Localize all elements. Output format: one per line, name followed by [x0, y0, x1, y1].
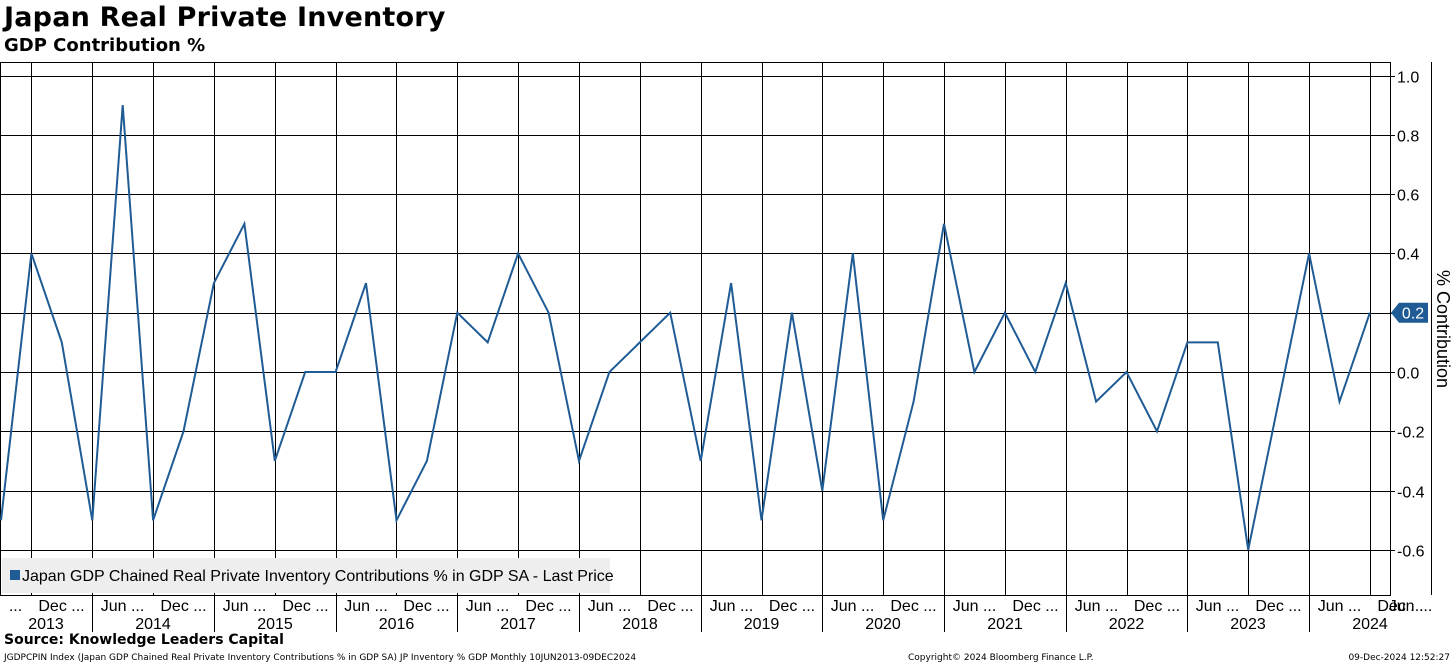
- legend-label: Japan GDP Chained Real Private Inventory…: [22, 568, 614, 585]
- x-tick-label-month: Dec ...: [890, 598, 936, 615]
- x-tick-label-month: Jun ...: [223, 598, 267, 615]
- x-tick-label-month: Dec ...: [403, 598, 449, 615]
- x-tick-label-year: 2024: [1352, 616, 1388, 633]
- x-tick-label-year: 2019: [744, 616, 780, 633]
- x-tick-label-month: Dec ...: [1134, 598, 1180, 615]
- x-tick-label-year: 2017: [500, 616, 536, 633]
- footer-ticker-description: JGDPCPIN Index (Japan GDP Chained Real P…: [4, 653, 637, 663]
- x-tick-label-month: Jun ...: [101, 598, 145, 615]
- x-tick-label-month: Jun ...: [344, 598, 388, 615]
- x-tick-label-month: Jun ...: [1318, 598, 1362, 615]
- source-note: Source: Knowledge Leaders Capital: [4, 632, 284, 648]
- y-tick-label: 0.0: [1397, 366, 1419, 383]
- chart-subtitle: GDP Contribution %: [4, 35, 206, 56]
- x-tick-label-year: 2022: [1109, 616, 1145, 633]
- footer-timestamp: 09-Dec-2024 12:52:27: [1348, 653, 1450, 663]
- x-tick-label-month: Jun ...: [1196, 598, 1240, 615]
- legend-swatch: [10, 570, 20, 580]
- series-line-inventory-contribution: [0, 105, 1371, 551]
- x-tick-label-month: Dec ...: [1255, 598, 1301, 615]
- y-tick-label: 1.0: [1397, 70, 1419, 87]
- x-tick-label-year: 2021: [987, 616, 1023, 633]
- x-tick-label-month: Jun ...: [588, 598, 632, 615]
- x-tick-label-month: Dec ...: [769, 598, 815, 615]
- x-tick-label-year: 2015: [257, 616, 293, 633]
- x-tick-label-year: 2013: [28, 616, 64, 633]
- y-tick-label: 0.6: [1397, 188, 1419, 205]
- x-tick-label-month: Dec ...: [282, 598, 328, 615]
- x-tick-label-month: Jun ...: [1075, 598, 1119, 615]
- y-tick-label: 0.4: [1397, 247, 1419, 264]
- last-value-marker: [1391, 302, 1428, 323]
- y-tick-label: -0.6: [1397, 544, 1425, 561]
- x-tick-label-month: ...: [9, 598, 22, 615]
- x-tick-label-month: Dec ...: [160, 598, 206, 615]
- x-tick-label-month: Dec ...: [1012, 598, 1058, 615]
- x-tick-label-year: 2014: [135, 616, 171, 633]
- y-axis-title: % Contribution: [1433, 270, 1453, 388]
- x-tick-label-year: 2023: [1230, 616, 1266, 633]
- legend-box: [2, 558, 610, 593]
- x-tick-label-month: Jun ...: [831, 598, 875, 615]
- x-tick-label-year: 2016: [379, 616, 415, 633]
- y-tick-label: -0.2: [1397, 425, 1425, 442]
- y-tick-label: 0.8: [1397, 129, 1419, 146]
- x-tick-label-month: Dec ...: [525, 598, 571, 615]
- x-tick-label-month: Jun ...: [466, 598, 510, 615]
- x-tick-label-year: 2020: [865, 616, 901, 633]
- x-tick-label-month: Dec ...: [647, 598, 693, 615]
- x-tick-label-month: Jun ...: [953, 598, 997, 615]
- last-value-label: 0.2: [1402, 306, 1424, 323]
- x-tick-label-year: 2018: [622, 616, 658, 633]
- footer-copyright: Copyright© 2024 Bloomberg Finance L.P.: [908, 653, 1094, 663]
- x-tick-label-month: Jun ...: [1389, 598, 1433, 615]
- x-tick-label-month: Dec ...: [38, 598, 84, 615]
- plot-frame: [0, 62, 1391, 596]
- x-tick-label-month: Jun ...: [710, 598, 754, 615]
- chart-title: Japan Real Private Inventory: [4, 2, 446, 33]
- x-tick-label-month: Dec ...: [1377, 598, 1423, 615]
- y-tick-label: -0.4: [1397, 485, 1425, 502]
